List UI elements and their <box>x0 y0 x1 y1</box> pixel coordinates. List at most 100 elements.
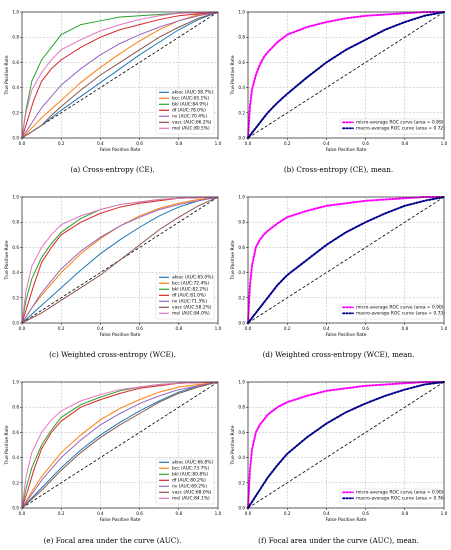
x-tick-label: 1.0 <box>441 141 448 146</box>
series-curve <box>21 381 219 509</box>
y-tick-label: 1.0 <box>238 195 245 200</box>
x-tick-label: 0.6 <box>362 326 369 331</box>
legend-entry-label: nv (AUC:70.4%) <box>172 114 207 120</box>
series-curve <box>21 11 219 139</box>
x-axis-label: False Positive Rate <box>100 332 141 338</box>
legend-entry-label: micro-average ROC curve (area = 0.89) <box>356 120 444 126</box>
x-tick-label: 0.4 <box>323 326 330 331</box>
x-tick-label: 0.8 <box>175 326 182 331</box>
plot-frame <box>21 381 219 509</box>
chance-diagonal-line <box>247 11 445 139</box>
x-tick-label: 1.0 <box>215 141 222 146</box>
y-tick-label: 0.6 <box>238 245 245 250</box>
x-axis-label: False Positive Rate <box>326 147 367 153</box>
x-tick-label: 0.2 <box>284 511 291 516</box>
legend-entry-label: mel (AUC:84.1%) <box>172 496 210 502</box>
series-curve <box>21 11 219 139</box>
y-tick-label: 0.0 <box>238 136 245 141</box>
x-tick-label: 1.0 <box>215 511 222 516</box>
x-tick-label: 0.2 <box>58 511 65 516</box>
roc-chart-svg: 0.0 0.2 0.4 0.6 0.8 1.0 0.0 0.2 0.4 0.6 0.8 1.0 Fals… <box>230 195 448 339</box>
legend-entry-label: akiec (AUC:58.7%) <box>172 90 213 96</box>
roc-chart-svg: 0.0 0.2 0.4 0.6 0.8 1.0 0.0 0.2 0.4 0.6 0.8 1.0 Fals… <box>230 10 448 154</box>
legend-box <box>339 488 441 505</box>
legend-entry-label: nv (AUC:69.2%) <box>172 484 207 490</box>
y-tick-label: 1.0 <box>238 380 245 385</box>
y-tick-label: 0.0 <box>12 506 19 511</box>
series-curve <box>21 381 219 509</box>
y-tick-label: 0.8 <box>12 220 19 225</box>
legend-entry-label: df (AUC:80.2%) <box>172 478 206 484</box>
x-tick-label: 0.0 <box>245 141 252 146</box>
y-tick-label: 0.6 <box>12 245 19 250</box>
legend-entry-label: micro-average ROC curve (area = 0.90) <box>356 490 444 496</box>
x-tick-label: 0.6 <box>136 141 143 146</box>
y-tick-label: 0.4 <box>12 455 19 460</box>
legend-entry-label: vasc (AUC:68.0%) <box>172 490 212 496</box>
panel-caption: (c) Weighted cross-entropy (WCE). <box>49 350 176 359</box>
x-tick-label: 1.0 <box>215 326 222 331</box>
legend-entry-label: bkl (AUC:82.2%) <box>172 287 208 293</box>
legend-entry-label: macro-average ROC curve (area = 0.73) <box>356 311 445 317</box>
series-curve <box>21 11 219 139</box>
x-tick-label: 0.8 <box>401 141 408 146</box>
x-tick-label: 0.2 <box>284 326 291 331</box>
panel-caption: (d) Weighted cross-entropy (WCE), mean. <box>262 350 415 359</box>
legend-entry-label: bcc (AUC:72.4%) <box>172 281 209 287</box>
y-tick-label: 0.4 <box>238 270 245 275</box>
series-curve <box>21 11 219 139</box>
series-curve-dotted <box>247 381 445 509</box>
legend-entry-label: vasc (AUC:66.2%) <box>172 120 212 126</box>
legend-entry-label: akiec (AUC:66.8%) <box>172 460 213 466</box>
roc-chart-svg: 0.0 0.2 0.4 0.6 0.8 1.0 0.0 0.2 0.4 0.6 0.8 1.0 Fals… <box>4 380 222 524</box>
y-tick-label: 0.2 <box>12 295 19 300</box>
plot-frame <box>21 196 219 324</box>
panel-caption: (e) Focal area under the curve (AUC). <box>43 536 182 545</box>
y-tick-label: 0.6 <box>12 60 19 65</box>
y-tick-label: 0.4 <box>238 455 245 460</box>
panel-caption: (a) Cross-entropy (CE). <box>70 165 155 174</box>
y-tick-label: 0.2 <box>238 110 245 115</box>
y-tick-label: 0.2 <box>12 110 19 115</box>
series-curve <box>21 381 219 509</box>
chance-diagonal-line <box>21 381 219 509</box>
series-curve-dotted <box>247 11 445 139</box>
y-axis-label: True Positive Rate <box>230 240 236 280</box>
plot-frame <box>21 11 219 139</box>
x-tick-label: 0.2 <box>58 326 65 331</box>
legend-entry-label: bkl (AUC:84.9%) <box>172 102 208 108</box>
x-axis-label: False Positive Rate <box>326 332 367 338</box>
y-tick-label: 0.6 <box>12 430 19 435</box>
y-tick-label: 0.8 <box>12 35 19 40</box>
legend-entry-label: bkl (AUC:80.8%) <box>172 472 208 478</box>
series-curve <box>21 11 219 139</box>
series-curve-dotted <box>247 11 445 139</box>
y-tick-label: 0.0 <box>12 136 19 141</box>
plot-frame <box>247 11 445 139</box>
legend-box <box>339 118 441 135</box>
legend-entry-label: bcc (AUC:65.1%) <box>172 96 209 102</box>
x-tick-label: 0.4 <box>97 326 104 331</box>
y-tick-label: 1.0 <box>12 10 19 15</box>
series-curve <box>21 11 219 139</box>
x-tick-label: 0.4 <box>97 141 104 146</box>
series-curve-dotted <box>247 381 445 509</box>
x-tick-label: 0.4 <box>323 141 330 146</box>
chance-diagonal-line <box>21 11 219 139</box>
x-tick-label: 1.0 <box>441 511 448 516</box>
roc-panel-ce: (a) Cross-entropy (CE). 0.0 0.2 0.4 0.6 0.8 1… <box>0 0 225 178</box>
y-tick-label: 0.2 <box>238 295 245 300</box>
y-axis-label: True Positive Rate <box>4 55 10 95</box>
x-tick-label: 0.0 <box>19 511 26 516</box>
y-tick-label: 0.8 <box>238 220 245 225</box>
chance-diagonal-line <box>247 196 445 324</box>
legend-entry-label: macro-average ROC curve (area = 0.72) <box>356 126 445 132</box>
y-tick-label: 1.0 <box>12 195 19 200</box>
x-tick-label: 0.0 <box>19 326 26 331</box>
legend-entry-label: macro-average ROC curve (area = 0.76) <box>356 496 445 502</box>
roc-panel-wce: (c) Weighted cross-entropy (WCE). 0.0 0.2… <box>0 185 225 363</box>
series-curve <box>21 196 219 324</box>
y-axis-label: True Positive Rate <box>230 425 236 465</box>
x-axis-label: False Positive Rate <box>100 147 141 153</box>
x-tick-label: 0.6 <box>136 511 143 516</box>
